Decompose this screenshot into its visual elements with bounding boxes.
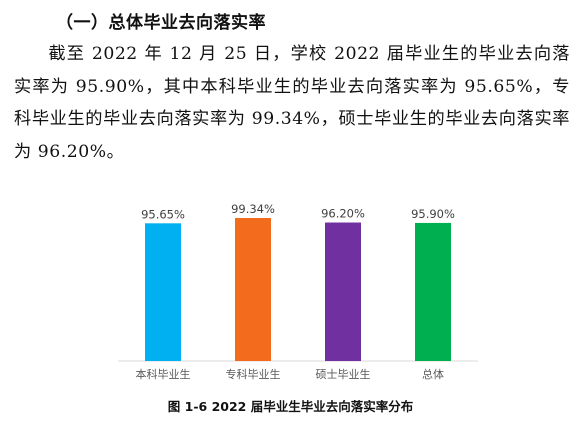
section-heading: （一）总体毕业去向落实率 xyxy=(56,13,266,33)
bar-value-label: 99.34% xyxy=(231,202,275,216)
bar-value-label: 95.65% xyxy=(141,207,185,221)
figure-caption: 图 1-6 2022 届毕业生毕业去向落实率分布 xyxy=(167,399,414,414)
category-label: 总体 xyxy=(422,367,444,381)
bar-1 xyxy=(145,223,181,361)
body-paragraph: 截至 2022 年 12 月 25 日，学校 2022 届毕业生的毕业去向落实率… xyxy=(14,44,570,162)
bar-value-label: 96.20% xyxy=(321,207,365,221)
bar-3 xyxy=(325,222,361,361)
category-label: 硕士毕业生 xyxy=(316,367,371,381)
bar-value-label: 95.90% xyxy=(411,207,455,221)
bar-4 xyxy=(415,222,451,361)
category-label: 本科毕业生 xyxy=(136,367,191,381)
bar-chart: 95.65% 本科毕业生 99.34% 专科毕业生 96.20% 硕士毕业生 95.90% 总… xyxy=(118,202,478,381)
category-label: 专科毕业生 xyxy=(226,367,281,381)
bar-2 xyxy=(235,218,271,361)
